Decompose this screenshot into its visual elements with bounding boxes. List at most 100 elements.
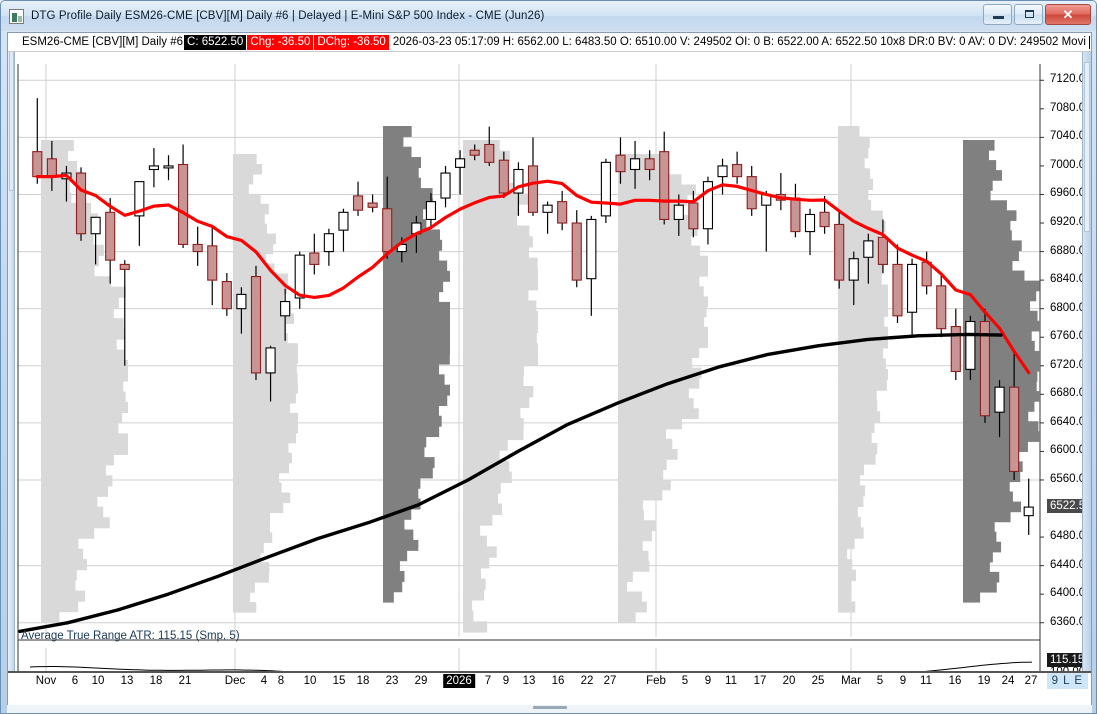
candlestick[interactable]: [717, 158, 728, 195]
profile-bar: [41, 601, 79, 613]
candle-body: [557, 201, 568, 224]
profile-bar: [233, 233, 276, 245]
candlestick[interactable]: [192, 226, 203, 266]
window-title: DTG Profile Daily ESM26-CME [CBV][M] Dai…: [31, 10, 545, 22]
candlestick[interactable]: [542, 201, 553, 234]
right-scrollbar[interactable]: [1082, 52, 1091, 671]
candlestick[interactable]: [994, 380, 1005, 438]
profile-bar: [383, 301, 450, 313]
minimize-button[interactable]: [983, 4, 1012, 25]
candlestick[interactable]: [732, 151, 743, 184]
candlestick[interactable]: [178, 144, 189, 249]
candlestick[interactable]: [1009, 351, 1020, 480]
candlestick[interactable]: [105, 198, 116, 284]
candlestick[interactable]: [790, 183, 801, 238]
candlestick[interactable]: [892, 244, 903, 323]
candlestick[interactable]: [498, 151, 509, 199]
candle-body: [119, 263, 130, 270]
candlestick[interactable]: [877, 219, 888, 273]
candlestick[interactable]: [119, 260, 130, 366]
profile-bar: [463, 386, 534, 398]
profile-bar: [963, 250, 1019, 262]
candlestick[interactable]: [629, 140, 641, 189]
close-button[interactable]: ✕: [1045, 4, 1091, 25]
candlestick[interactable]: [323, 228, 334, 266]
candlestick[interactable]: [936, 272, 947, 338]
profile-bar: [383, 291, 440, 303]
candlestick[interactable]: [425, 193, 437, 227]
profile-bar: [233, 253, 266, 265]
candlestick[interactable]: [527, 137, 539, 216]
candlestick[interactable]: [294, 251, 305, 309]
candlestick[interactable]: [834, 212, 845, 289]
candlestick[interactable]: [644, 150, 655, 181]
candlestick[interactable]: [207, 226, 218, 306]
profile-bar: [383, 591, 394, 603]
right-scrollbar-thumb[interactable]: [1084, 62, 1090, 232]
profile-bar: [838, 316, 885, 328]
price-axis-label: 6560.00: [1050, 472, 1092, 485]
candlestick[interactable]: [775, 173, 786, 211]
profile-bar: [618, 398, 694, 409]
title-bar[interactable]: DTG Profile Daily ESM26-CME [CBV][M] Dai…: [1, 1, 1096, 31]
candlestick[interactable]: [950, 308, 961, 381]
status-badge[interactable]: 9 L E: [1046, 673, 1088, 689]
date-axis-label: 24: [1001, 675, 1015, 687]
candlestick[interactable]: [440, 165, 451, 208]
candlestick[interactable]: [702, 176, 714, 245]
candlestick[interactable]: [250, 265, 262, 381]
candlestick[interactable]: [134, 181, 145, 246]
candlestick[interactable]: [236, 287, 247, 334]
candle-body: [192, 243, 203, 253]
candlestick[interactable]: [265, 345, 276, 402]
profile-bar: [383, 281, 444, 293]
chart-canvas[interactable]: [8, 52, 1091, 709]
candlestick[interactable]: [1023, 478, 1034, 535]
profile-bar: [618, 428, 666, 440]
candle-body: [309, 252, 320, 265]
candlestick[interactable]: [367, 194, 378, 213]
candlestick[interactable]: [615, 137, 626, 184]
candlestick[interactable]: [352, 181, 364, 216]
candlestick[interactable]: [148, 148, 159, 188]
candlestick[interactable]: [921, 251, 932, 295]
candlestick[interactable]: [455, 150, 466, 195]
candlestick[interactable]: [979, 308, 991, 423]
price-axis-label: 7040.00: [1050, 130, 1092, 143]
candlestick[interactable]: [484, 126, 495, 166]
candlestick[interactable]: [163, 155, 174, 181]
candlestick[interactable]: [309, 233, 320, 275]
candlestick[interactable]: [75, 167, 87, 241]
candlestick[interactable]: [32, 98, 43, 184]
candlestick[interactable]: [907, 258, 918, 338]
candle-body: [790, 197, 801, 233]
candlestick[interactable]: [600, 158, 611, 224]
profile-bar: [963, 350, 1040, 362]
candlestick[interactable]: [469, 144, 480, 161]
plot-area[interactable]: Average True Range ATR: 115.15 (Smp, 5) …: [8, 52, 1091, 709]
candlestick[interactable]: [804, 208, 816, 256]
date-axis-label: 11: [725, 675, 737, 687]
maximize-button[interactable]: [1014, 4, 1043, 25]
candlestick[interactable]: [338, 208, 349, 252]
candlestick[interactable]: [513, 162, 524, 216]
candlestick[interactable]: [90, 216, 101, 265]
candlestick[interactable]: [848, 251, 859, 306]
candlestick[interactable]: [761, 190, 772, 252]
candlestick[interactable]: [571, 210, 582, 288]
profile-bar: [463, 482, 501, 494]
candlestick[interactable]: [819, 195, 830, 234]
candlestick[interactable]: [280, 288, 291, 341]
date-axis[interactable]: Nov 6 10 13 18 21 Dec 4 8 10 15 18 23 29 2026 7 9 13 16 22 2…: [8, 671, 1091, 709]
date-axis-label: 25: [811, 675, 825, 687]
candlestick[interactable]: [659, 131, 670, 225]
candle-body: [207, 245, 218, 281]
candlestick[interactable]: [382, 176, 393, 259]
resize-grip[interactable]: [532, 706, 567, 709]
candlestick[interactable]: [557, 190, 568, 231]
candlestick[interactable]: [221, 272, 232, 316]
candlestick[interactable]: [965, 315, 976, 381]
candlestick[interactable]: [863, 233, 874, 284]
profile-bar: [463, 321, 538, 334]
candlestick[interactable]: [586, 215, 597, 316]
